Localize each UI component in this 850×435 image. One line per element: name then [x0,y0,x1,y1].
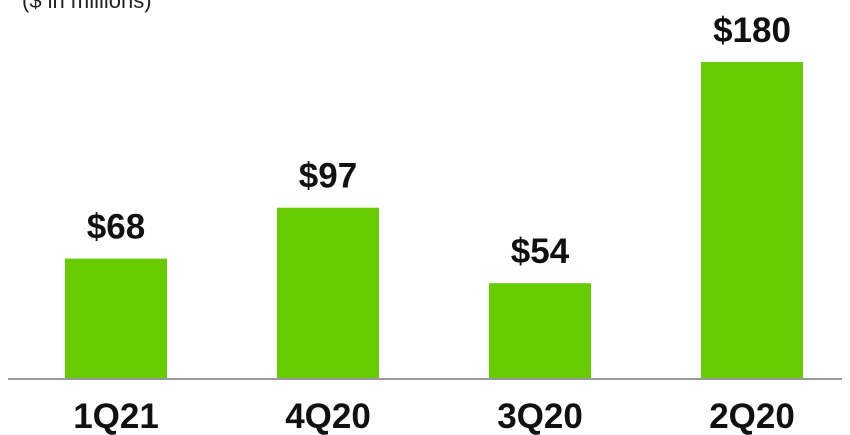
value-labels-group: $68 $97 $54 $180 [87,11,791,271]
category-labels-group: 1Q21 4Q20 3Q20 2Q20 [73,397,795,435]
bar-4q20 [277,207,379,378]
category-label-2q20: 2Q20 [709,397,795,435]
category-label-4q20: 4Q20 [285,397,371,435]
value-label-3q20: $54 [511,232,570,271]
category-label-1q21: 1Q21 [73,397,159,435]
category-label-3q20: 3Q20 [497,397,583,435]
value-label-2q20: $180 [713,11,791,50]
bar-2q20 [701,62,803,378]
unit-note: ($ in millions) [22,0,152,13]
bar-3q20 [489,283,591,378]
value-label-4q20: $97 [299,157,357,196]
value-label-1q21: $68 [87,208,145,247]
bar-1q21 [65,258,167,378]
bars-group [65,62,803,378]
